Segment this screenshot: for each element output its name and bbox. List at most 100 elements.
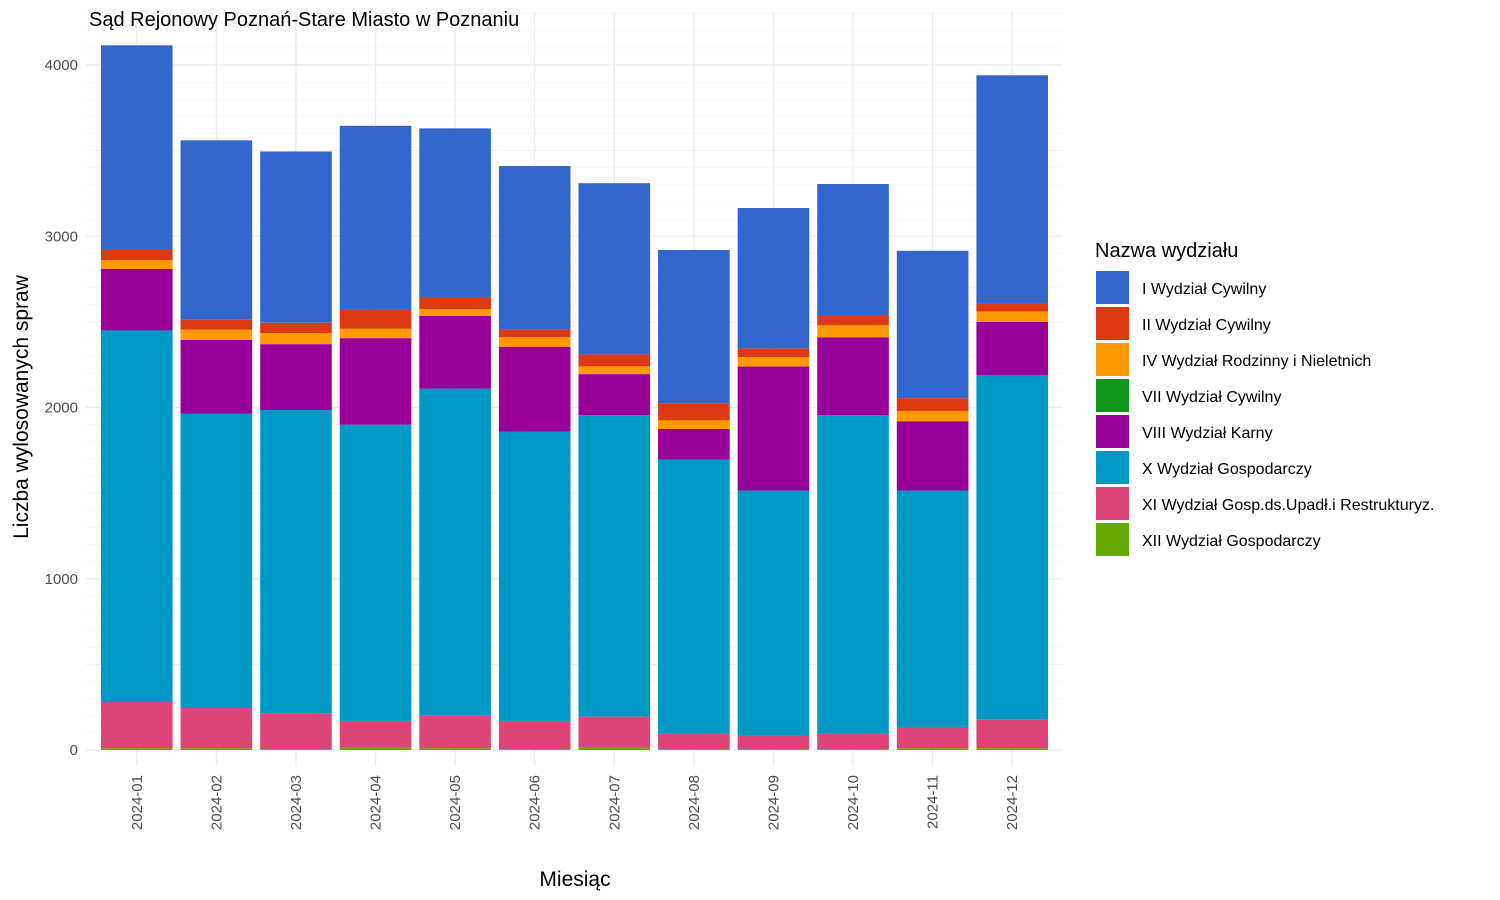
bar-segment bbox=[498, 329, 571, 338]
bar-segment bbox=[180, 748, 253, 750]
x-tick-label: 2024-04 bbox=[368, 775, 385, 830]
bar-segment bbox=[260, 410, 332, 714]
legend-label: VII Wydział Cywilny bbox=[1142, 389, 1281, 406]
x-tick-label: 2024-08 bbox=[686, 775, 703, 830]
x-tick-label: 2024-09 bbox=[765, 775, 782, 830]
bar-segment bbox=[658, 749, 730, 750]
bar-segment bbox=[419, 388, 491, 716]
bar-segment bbox=[339, 720, 412, 748]
bar-segment bbox=[260, 749, 332, 750]
bar-segment bbox=[498, 337, 571, 347]
bar-segment bbox=[976, 748, 1049, 750]
bar-segment bbox=[100, 45, 173, 250]
bar-segment bbox=[578, 366, 651, 375]
x-tick-label: 2024-01 bbox=[129, 775, 146, 830]
legend-title: Nazwa wydziału bbox=[1095, 240, 1238, 262]
x-tick-label: 2024-06 bbox=[527, 775, 544, 830]
bar-segment bbox=[578, 183, 651, 355]
bar-segment bbox=[419, 297, 491, 310]
bar-segment bbox=[419, 715, 491, 749]
bar-segment bbox=[976, 719, 1049, 749]
bar-segment bbox=[896, 421, 969, 491]
bar-segment bbox=[498, 431, 571, 721]
bar-segment bbox=[976, 303, 1049, 312]
bar-segment bbox=[260, 344, 332, 411]
bar-segment bbox=[658, 459, 730, 734]
legend-label: X Wydział Gospodarczy bbox=[1142, 461, 1312, 478]
bars bbox=[100, 45, 1049, 750]
x-axis-title: Miesiąc bbox=[539, 868, 610, 891]
bar-segment bbox=[578, 374, 651, 416]
bar-segment bbox=[737, 207, 810, 349]
bar-segment bbox=[419, 128, 491, 298]
bar-segment bbox=[737, 490, 810, 736]
bar-segment bbox=[658, 420, 730, 429]
bar-segment bbox=[817, 749, 889, 750]
bar-segment bbox=[896, 748, 969, 750]
bar-segment bbox=[737, 366, 810, 491]
bar-segment bbox=[658, 249, 730, 404]
legend-label: VIII Wydział Karny bbox=[1142, 425, 1273, 442]
bar-segment bbox=[419, 748, 491, 750]
chart-title: Sąd Rejonowy Poznań-Stare Miasto w Pozna… bbox=[89, 9, 519, 31]
legend-swatch bbox=[1096, 379, 1129, 412]
bar-segment bbox=[976, 311, 1049, 322]
bar-segment bbox=[658, 403, 730, 421]
bar-segment bbox=[976, 321, 1049, 375]
bar-segment bbox=[498, 166, 571, 330]
bar-segment bbox=[896, 410, 969, 422]
bar-segment bbox=[339, 309, 412, 329]
bar-segment bbox=[260, 713, 332, 750]
x-tick-label: 2024-10 bbox=[845, 775, 862, 830]
bar-segment bbox=[578, 747, 651, 750]
legend-swatch bbox=[1096, 307, 1129, 340]
x-axis-ticks: 2024-01 2024-02 2024-03 2024-04 2024-05 2024-… bbox=[129, 775, 1021, 830]
bar-segment bbox=[737, 749, 810, 750]
bar-segment bbox=[896, 726, 969, 749]
legend: Nazwa wydziału I Wydział Cywilny II Wydzi… bbox=[1095, 240, 1434, 556]
legend-swatch bbox=[1096, 523, 1129, 556]
y-axis-ticks: 0 1000 2000 3000 4000 bbox=[45, 57, 78, 759]
bar-segment bbox=[260, 151, 332, 323]
bar-segment bbox=[419, 309, 491, 316]
bar-segment bbox=[260, 322, 332, 334]
bar-segment bbox=[100, 748, 173, 750]
bar-segment bbox=[578, 716, 651, 748]
bar-segment bbox=[896, 250, 969, 399]
bar-segment bbox=[896, 398, 969, 411]
legend-label: II Wydział Cywilny bbox=[1142, 317, 1271, 334]
bar-segment bbox=[737, 735, 810, 750]
bar-segment bbox=[339, 338, 412, 425]
x-tick-label: 2024-03 bbox=[288, 775, 305, 830]
bar-segment bbox=[100, 702, 173, 749]
bar-segment bbox=[180, 708, 253, 749]
y-axis-title: Liczba wylosowanych spraw bbox=[10, 274, 33, 539]
bar-segment bbox=[180, 140, 253, 320]
legend-label: XII Wydział Gospodarczy bbox=[1142, 533, 1321, 550]
y-tick-label: 1000 bbox=[45, 571, 78, 588]
x-tick-label: 2024-11 bbox=[925, 775, 942, 829]
legend-label: I Wydział Cywilny bbox=[1142, 281, 1266, 298]
x-tick-label: 2024-12 bbox=[1004, 775, 1021, 830]
bar-segment bbox=[100, 330, 173, 703]
legend-label: XI Wydział Gosp.ds.Upadł.i Restrukturyz. bbox=[1142, 497, 1434, 514]
x-tick-label: 2024-05 bbox=[447, 775, 464, 830]
bar-segment bbox=[339, 328, 412, 339]
legend-label: IV Wydział Rodzinny i Nieletnich bbox=[1142, 353, 1371, 370]
bar-segment bbox=[260, 333, 332, 345]
bar-segment bbox=[817, 415, 889, 734]
bar-segment bbox=[578, 415, 651, 717]
y-tick-label: 0 bbox=[70, 742, 78, 759]
bar-segment bbox=[658, 733, 730, 750]
bar-segment bbox=[339, 747, 412, 750]
bar-segment bbox=[817, 315, 889, 326]
bar-segment bbox=[498, 720, 571, 750]
bar-segment bbox=[180, 413, 253, 709]
bar-segment bbox=[737, 348, 810, 357]
bar-segment bbox=[817, 184, 889, 316]
y-tick-label: 4000 bbox=[45, 57, 78, 74]
bar-segment bbox=[180, 339, 253, 414]
y-tick-label: 3000 bbox=[45, 228, 78, 245]
bar-segment bbox=[976, 75, 1049, 304]
